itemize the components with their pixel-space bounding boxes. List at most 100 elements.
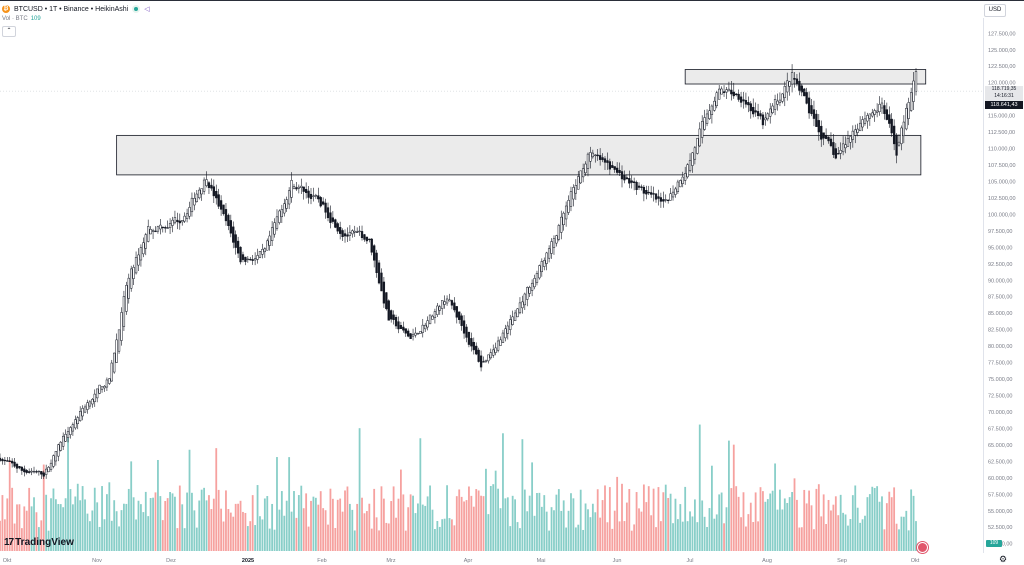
volume-bar — [307, 526, 310, 551]
volume-bar — [577, 524, 580, 551]
share-icon[interactable]: ◁ — [144, 6, 150, 13]
volume-bar — [404, 530, 407, 551]
candle-body — [625, 177, 629, 180]
eye-icon[interactable] — [132, 5, 141, 13]
volume-bar — [424, 505, 427, 551]
candle-body — [885, 109, 888, 120]
chart-legend[interactable]: ₿ BTCUSD • 1T • Binance • HeikinAshi ◁ — [2, 3, 150, 15]
volume-bar — [438, 526, 441, 551]
volume-bar — [227, 509, 230, 551]
candle-body — [290, 180, 293, 198]
volume-bar — [638, 508, 640, 551]
volume-bar — [599, 517, 602, 551]
candle-body — [270, 227, 274, 241]
candle-body — [601, 157, 604, 161]
volume-bar — [803, 489, 806, 551]
volume-bar — [747, 514, 750, 551]
volume-bar — [837, 515, 840, 551]
volume-bar — [876, 486, 879, 551]
volume-bar — [613, 510, 616, 551]
candle-body — [761, 114, 765, 126]
symbol-title[interactable]: BTCUSD • 1T • Binance • HeikinAshi — [14, 5, 129, 13]
volume-bar — [273, 529, 276, 551]
candle-body — [202, 179, 206, 192]
volume-bar — [331, 498, 334, 551]
candle-body — [739, 96, 743, 103]
candle-body — [25, 470, 28, 473]
candle-body — [23, 468, 26, 473]
candle-body — [742, 99, 745, 102]
candle-body — [664, 199, 667, 201]
gear-icon[interactable]: ⚙ — [999, 554, 1008, 564]
y-tick-label: 110.000,00 — [988, 147, 1015, 153]
candle-body — [387, 300, 390, 321]
volume-bar — [140, 504, 142, 551]
volume-bar — [127, 488, 130, 551]
candle-body — [633, 181, 636, 184]
volume-bar — [382, 498, 385, 551]
candle-body — [562, 212, 565, 226]
volume-bar — [164, 501, 167, 551]
volume-bar — [132, 497, 135, 551]
candle-body — [577, 176, 580, 190]
volume-bar — [898, 529, 900, 551]
volume-bar — [118, 526, 120, 551]
candle-body — [540, 261, 543, 273]
volume-bar — [249, 521, 252, 551]
candle-body — [322, 201, 325, 205]
volume-bar — [764, 501, 767, 551]
volume-bar — [693, 499, 696, 551]
candle-body — [81, 408, 84, 417]
tradingview-logo[interactable]: 17 TradingView — [4, 537, 74, 548]
candle-body — [188, 207, 191, 217]
candle-body — [484, 359, 488, 362]
currency-button[interactable]: USD — [984, 4, 1006, 17]
volume-bar — [239, 500, 242, 551]
candle-body — [807, 97, 811, 114]
y-tick-label: 90.000,00 — [988, 278, 1012, 284]
x-tick-label: Mrz — [386, 558, 395, 564]
volume-legend[interactable]: Vol · BTC 109 — [2, 16, 41, 22]
volume-bar — [297, 495, 300, 551]
volume-bar — [256, 485, 259, 551]
volume-bar — [477, 490, 480, 551]
collapse-legend-button[interactable]: ⌃ — [2, 26, 16, 37]
candle-body — [560, 216, 563, 233]
candle-body — [829, 138, 833, 147]
candle-body — [905, 107, 908, 130]
volume-bar — [142, 512, 145, 551]
us-flag-icon[interactable] — [917, 542, 928, 553]
candle-body — [642, 186, 646, 194]
candle-body — [538, 265, 541, 279]
volume-bar — [74, 496, 77, 551]
volume-bar — [499, 508, 502, 551]
candle-body — [545, 252, 548, 264]
volume-bar — [30, 506, 33, 551]
candle-body — [183, 215, 186, 222]
candle-body — [358, 230, 361, 233]
candle-body — [674, 188, 677, 195]
y-tick-label: 120.000,00 — [988, 81, 1016, 87]
candle-body — [475, 345, 478, 355]
volume-bar — [589, 517, 592, 551]
volume-bar — [509, 526, 512, 551]
candle-body — [360, 231, 364, 239]
volume-bar — [251, 495, 254, 551]
volume-bar — [431, 509, 434, 551]
candle-body — [482, 361, 485, 363]
volume-bar — [910, 489, 913, 551]
candle-body — [341, 230, 344, 238]
volume-bar — [314, 497, 317, 551]
volume-bar — [895, 523, 898, 551]
candle-body — [769, 108, 772, 117]
volume-bar — [868, 494, 871, 551]
volume-bar — [261, 519, 264, 551]
candle-body — [275, 216, 279, 229]
volume-bar — [42, 464, 45, 551]
candle-body — [662, 199, 665, 202]
volume-bar — [356, 503, 359, 551]
candle-body — [300, 185, 303, 188]
candle-body — [557, 225, 560, 240]
candle-body — [295, 187, 298, 190]
